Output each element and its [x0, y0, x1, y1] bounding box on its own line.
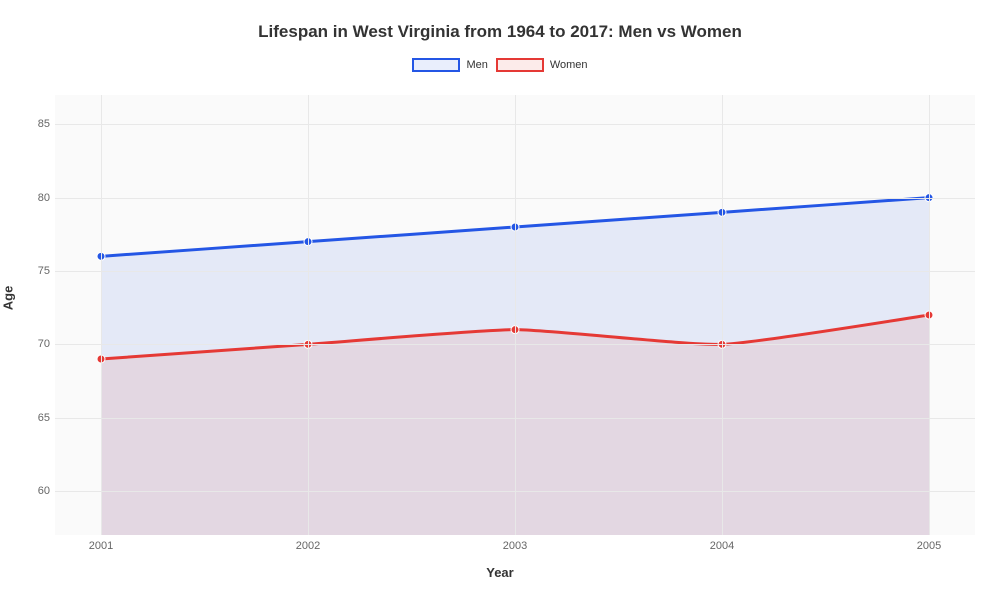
x-tick: 2001	[89, 540, 113, 552]
grid-v	[515, 95, 516, 535]
grid-v	[929, 95, 930, 535]
y-tick: 80	[28, 192, 50, 204]
y-tick: 65	[28, 412, 50, 424]
grid-v	[101, 95, 102, 535]
legend-item-men[interactable]: Men	[412, 58, 487, 72]
grid-h	[55, 124, 975, 125]
x-tick: 2004	[710, 540, 734, 552]
x-tick: 2003	[503, 540, 527, 552]
y-tick: 70	[28, 338, 50, 350]
legend-item-women[interactable]: Women	[496, 58, 588, 72]
y-tick: 85	[28, 118, 50, 130]
legend: Men Women	[0, 58, 1000, 72]
x-tick: 2005	[917, 540, 941, 552]
grid-v	[308, 95, 309, 535]
x-axis-label: Year	[0, 565, 1000, 580]
legend-swatch-men	[412, 58, 460, 72]
grid-h	[55, 491, 975, 492]
grid-h	[55, 418, 975, 419]
legend-swatch-women	[496, 58, 544, 72]
y-axis-label: Age	[1, 286, 16, 311]
grid-h	[55, 271, 975, 272]
grid-v	[722, 95, 723, 535]
x-tick: 2002	[296, 540, 320, 552]
y-tick: 60	[28, 485, 50, 497]
y-tick: 75	[28, 265, 50, 277]
chart-container: Lifespan in West Virginia from 1964 to 2…	[0, 0, 1000, 600]
grid-h	[55, 198, 975, 199]
grid-h	[55, 344, 975, 345]
legend-label-women: Women	[550, 59, 588, 71]
legend-label-men: Men	[466, 59, 487, 71]
plot-area	[55, 95, 975, 535]
chart-title: Lifespan in West Virginia from 1964 to 2…	[0, 22, 1000, 42]
